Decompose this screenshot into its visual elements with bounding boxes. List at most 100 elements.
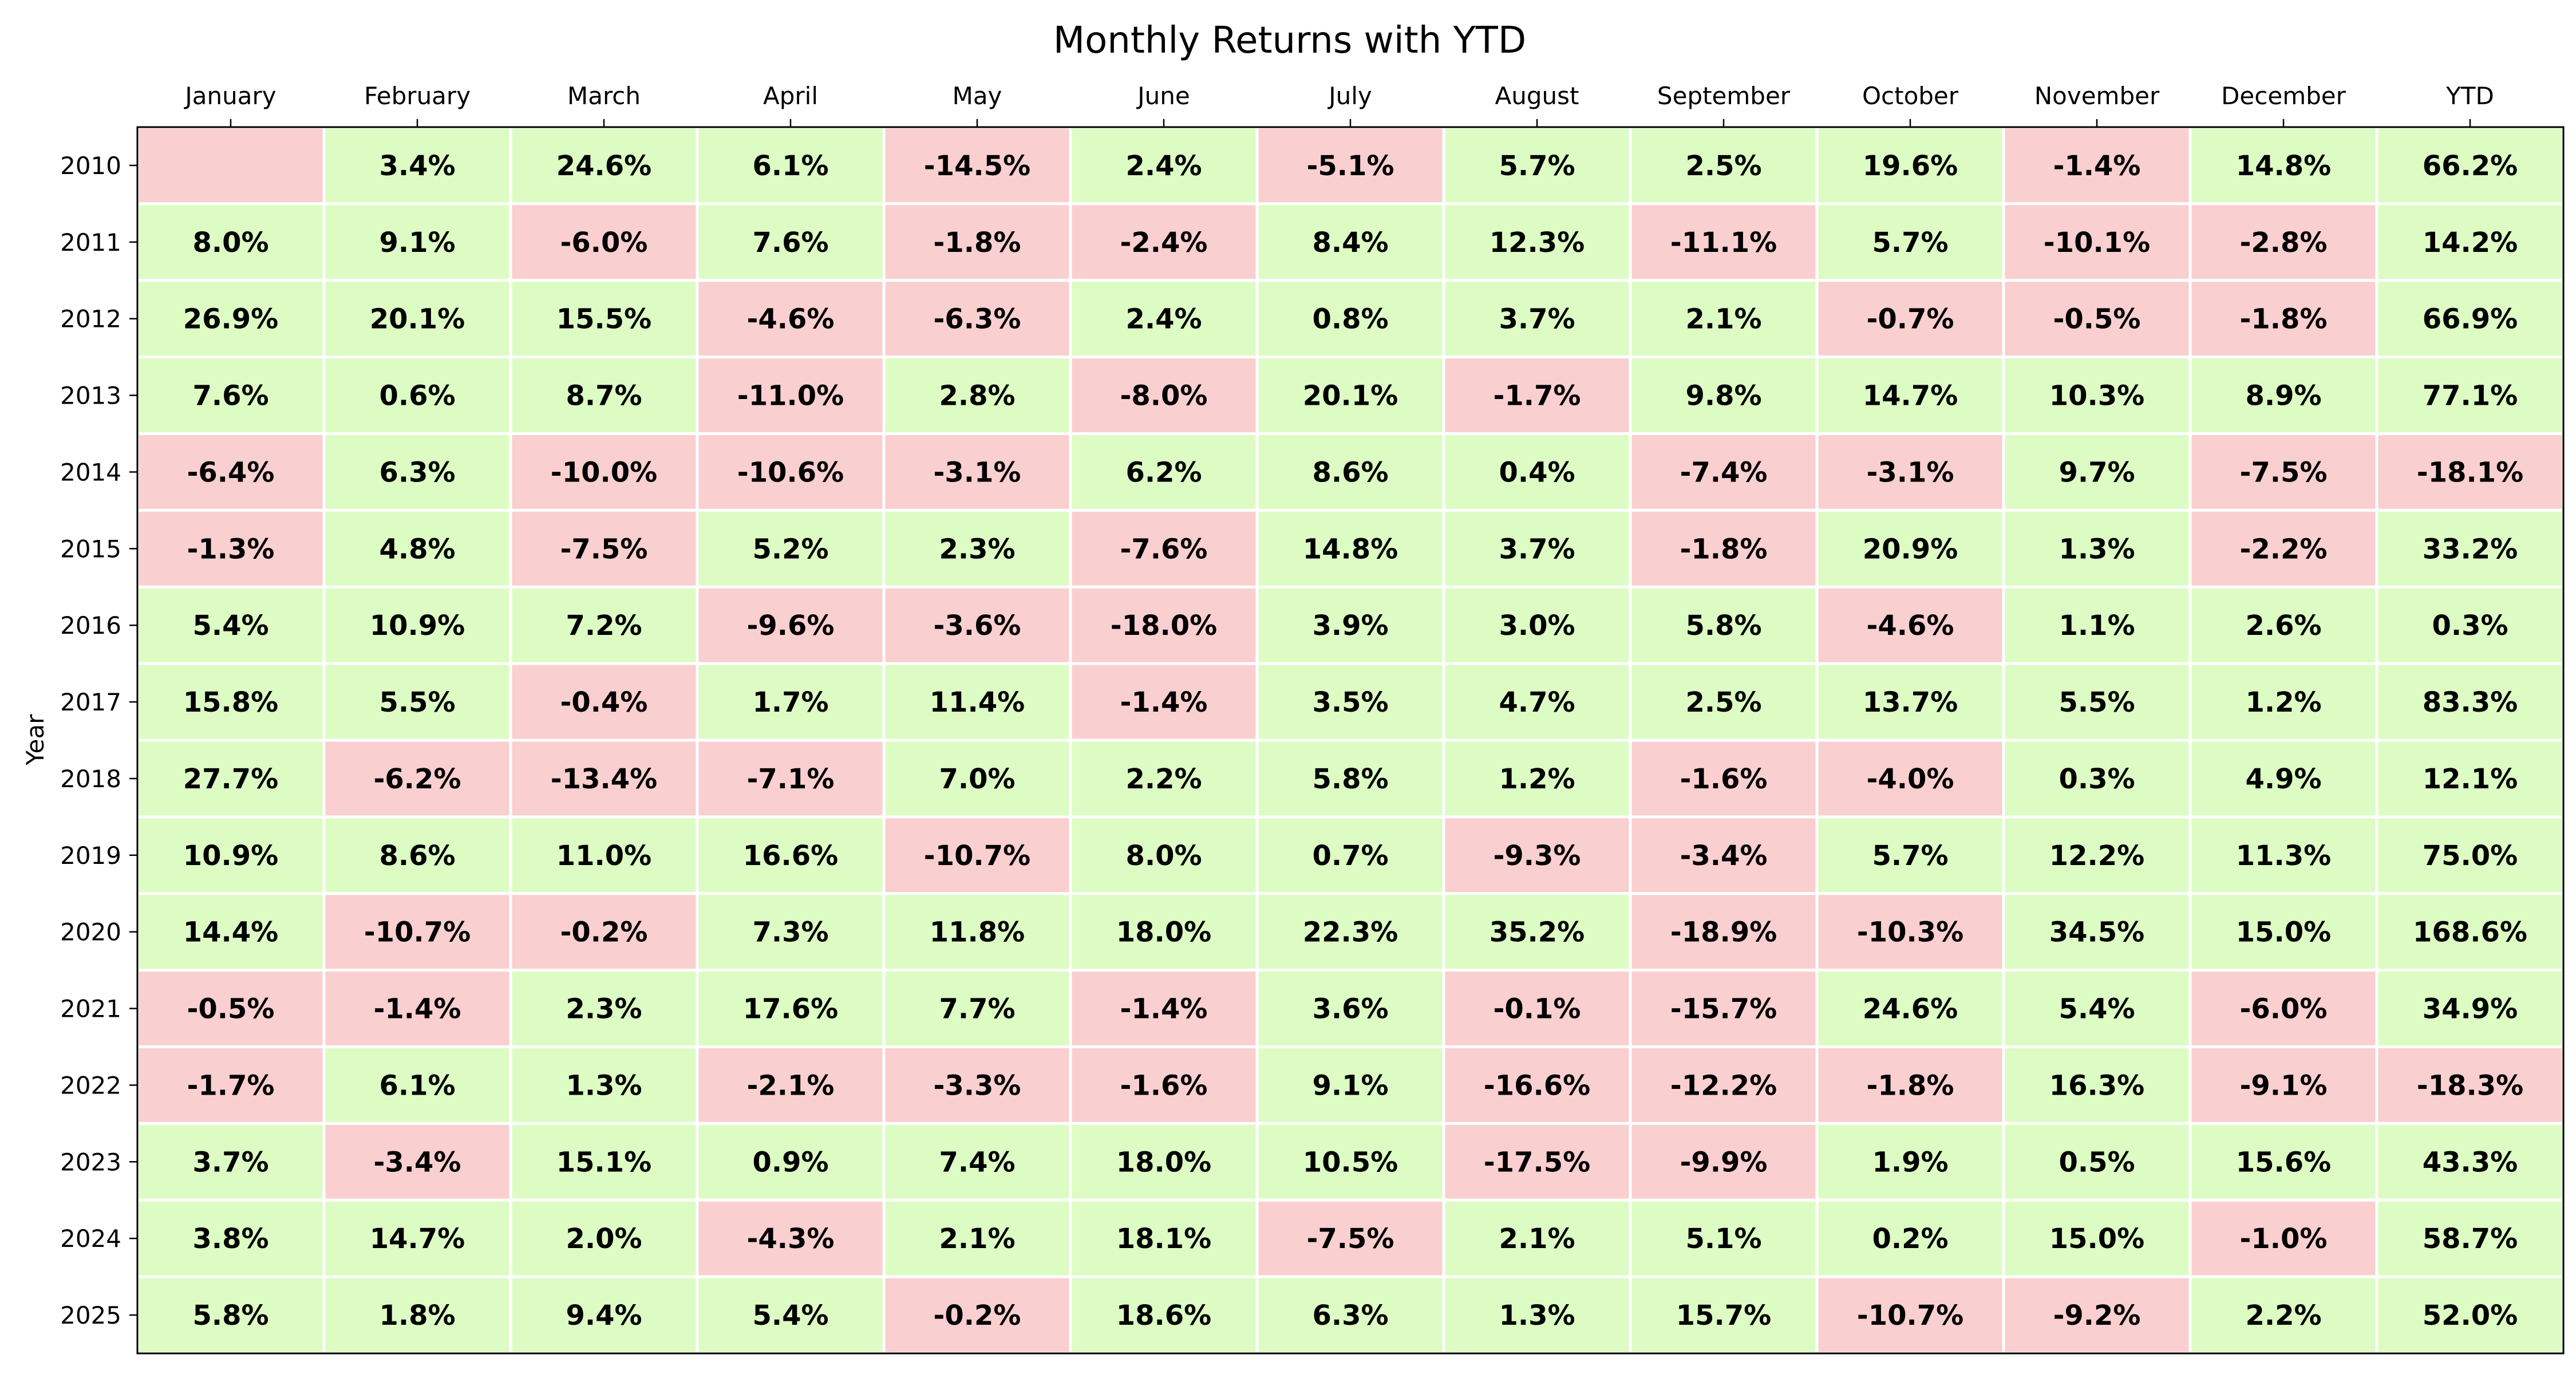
heatmap-cell [2002,508,2192,589]
y-tick-label: 2021 [60,995,121,1023]
heatmap-cell [2002,662,2192,742]
heatmap-cell [696,662,886,742]
heatmap-cell [882,1045,1072,1125]
y-axis-ticks: 2010 2011 2012 2013 2014 2015 2016 2017 2018 2019… [60,152,137,1329]
cell-value-label: 0.2% [1872,1223,1948,1255]
heatmap-cell [696,585,886,665]
heatmap-cell [1629,892,1819,972]
cell-value-label: 8.0% [1125,840,1202,872]
x-tick-label: June [1136,82,1190,110]
heatmap-cell [322,125,512,206]
cell-value-label: 34.5% [2049,917,2145,949]
cell-value-label: -10.0% [551,456,657,488]
cell-value-label: 9.4% [566,1300,642,1332]
cell-value-label: 1.3% [566,1069,642,1101]
heatmap-cell [2375,1122,2565,1202]
cell-value-label: 1.2% [1499,763,1575,795]
cell-value-label: 24.6% [1863,993,1958,1025]
cell-value-label: -8.0% [1120,380,1207,412]
cell-value-label: -7.6% [1120,533,1207,565]
cell-value-label: 6.1% [379,1069,455,1101]
heatmap-cell [509,279,699,359]
heatmap-cell [696,1275,886,1355]
cell-value-label: 3.7% [192,1146,268,1178]
cell-value-label: 3.4% [379,150,455,182]
heatmap-cell [136,892,326,972]
cell-value-label: -0.7% [1866,303,1954,335]
y-tick-label: 2023 [60,1148,121,1176]
heatmap-cell [2188,432,2379,512]
heatmap-cell [2002,739,2192,819]
cell-value-label: 3.8% [192,1223,268,1255]
cell-value-label: -7.1% [746,763,834,795]
cell-value-label: 0.3% [2059,763,2135,795]
cell-value-label: -16.6% [1484,1069,1590,1101]
cell-value-label: -4.6% [746,303,834,335]
cell-value-label: 4.8% [379,533,455,565]
heatmap-cell [1815,508,2005,589]
cell-value-label: -2.4% [1120,227,1207,259]
heatmap-cell [1255,432,1445,512]
cell-value-label: 0.5% [2059,1146,2135,1178]
cell-value-label: -0.1% [1493,993,1581,1025]
heatmap-cell [2002,815,2192,895]
cell-value-label: -0.5% [187,993,274,1025]
cell-value-label: 6.2% [1125,456,1202,488]
cell-value-label: -4.6% [1866,610,1954,642]
cell-value-label: 8.0% [192,227,268,259]
heatmap-cell [696,1045,886,1125]
cell-value-label: -3.1% [1866,456,1954,488]
cell-value-label: -9.2% [2053,1300,2140,1332]
heatmap-cell [2188,508,2379,589]
cell-value-label: 12.3% [1490,227,1585,259]
cell-value-label: 9.7% [2059,456,2135,488]
cell-value-label: -2.8% [2239,227,2327,259]
cell-value-label: 2.8% [939,380,1015,412]
cell-value-label: -13.4% [551,763,657,795]
heatmap-cell [2002,356,2192,435]
heatmap-cell [2375,585,2565,665]
cell-value-label: 43.3% [2423,1146,2518,1178]
cell-value-label: 16.6% [743,840,839,872]
cell-value-label: 0.4% [1499,456,1575,488]
heatmap-cell [1629,202,1819,282]
cell-value-label: 18.0% [1116,1146,1212,1178]
cell-value-label: 5.5% [2059,686,2135,718]
x-tick-label: April [763,82,818,110]
cell-value-label: 11.3% [2236,840,2332,872]
cell-value-label: 8.4% [1312,227,1388,259]
cell-value-label: 2.2% [1125,763,1202,795]
cell-value-label: 0.3% [2432,610,2508,642]
cell-value-label: 27.7% [183,763,279,795]
heatmap-cell [2188,1198,2379,1278]
cell-value-label: 10.9% [183,840,279,872]
cell-value-label: 8.6% [1312,456,1388,488]
cell-value-label: -9.6% [746,610,834,642]
heatmap-cell [1442,202,1632,282]
cell-value-label: 77.1% [2423,380,2518,412]
cell-value-label: -1.8% [1866,1069,1954,1101]
cell-value-label: 5.4% [192,610,268,642]
cell-value-label: 7.0% [939,763,1015,795]
cell-value-label: 83.3% [2423,686,2518,718]
cell-value-label: 7.2% [566,610,642,642]
cell-value-label: -1.8% [2239,303,2327,335]
y-tick-label: 2022 [60,1071,121,1099]
cell-value-label: 1.2% [2245,686,2321,718]
cell-value-label: 0.6% [379,380,455,412]
heatmap-cell [2002,1198,2192,1278]
cell-value-label: 19.6% [1863,150,1958,182]
heatmap-cell [322,892,512,972]
heatmap-cell [1629,1198,1819,1278]
cell-value-label: 11.4% [930,686,1025,718]
heatmap-cell [322,1275,512,1355]
heatmap-cell [1069,662,1259,742]
heatmap-cell [1255,815,1445,895]
cell-value-label: -1.6% [1680,763,1767,795]
cell-value-label: 15.5% [556,303,652,335]
cell-value-label: -10.1% [2044,227,2150,259]
cell-value-label: 3.0% [1499,610,1575,642]
cell-value-label: 6.3% [379,456,455,488]
cell-value-label: 16.3% [2049,1069,2145,1101]
cell-value-label: 15.1% [556,1146,652,1178]
